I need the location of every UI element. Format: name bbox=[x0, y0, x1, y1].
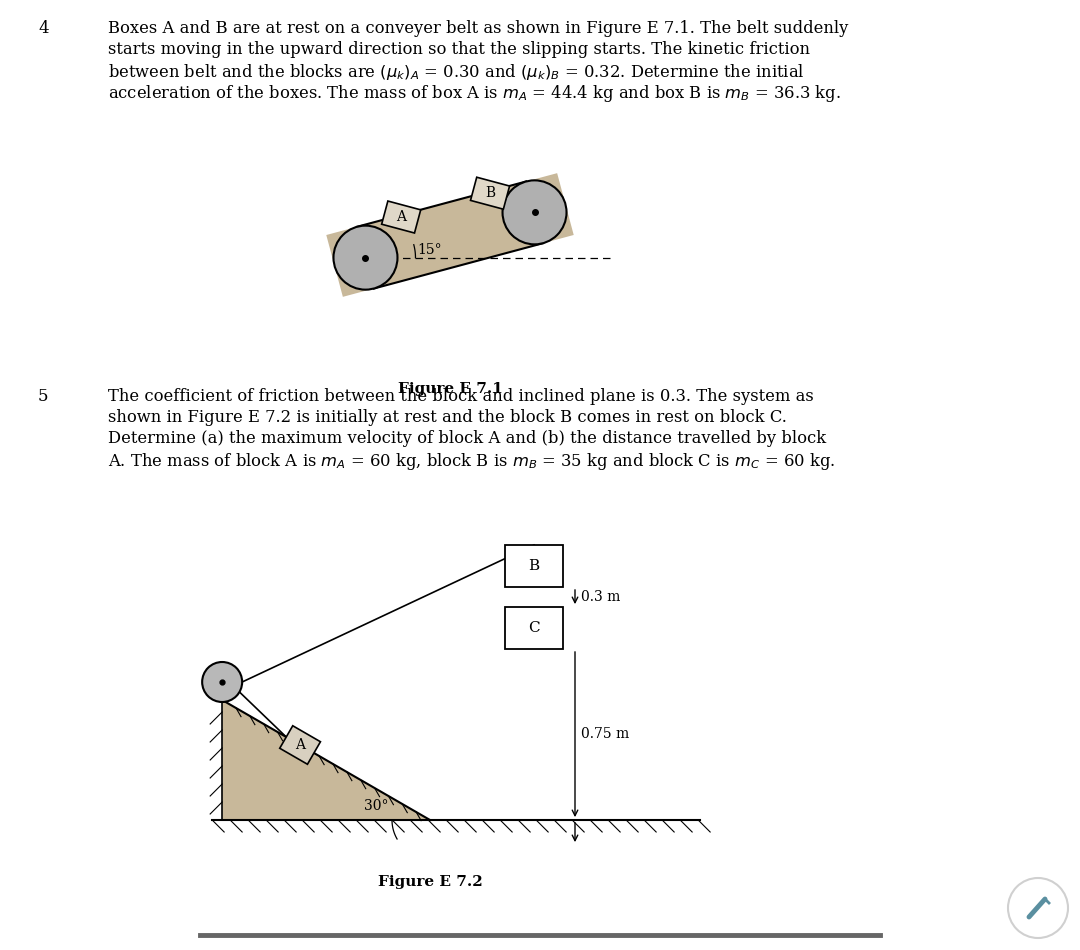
Polygon shape bbox=[326, 173, 573, 296]
Text: Figure E 7.2: Figure E 7.2 bbox=[378, 875, 483, 889]
Text: A: A bbox=[295, 738, 305, 752]
Text: A. The mass of block A is $m_A$ = 60 kg, block B is $m_B$ = 35 kg and block C is: A. The mass of block A is $m_A$ = 60 kg,… bbox=[108, 451, 835, 472]
Text: The coefficient of friction between the block and inclined plane is 0.3. The sys: The coefficient of friction between the … bbox=[108, 388, 813, 405]
Text: B: B bbox=[485, 186, 495, 200]
Text: Boxes A and B are at rest on a conveyer belt as shown in Figure E 7.1. The belt : Boxes A and B are at rest on a conveyer … bbox=[108, 20, 849, 37]
Bar bbox=[505, 545, 563, 587]
Text: shown in Figure E 7.2 is initially at rest and the block B comes in rest on bloc: shown in Figure E 7.2 is initially at re… bbox=[108, 409, 787, 426]
Text: C: C bbox=[528, 621, 540, 635]
Text: Determine (a) the maximum velocity of block A and (b) the distance travelled by : Determine (a) the maximum velocity of bl… bbox=[108, 430, 826, 447]
Circle shape bbox=[334, 226, 397, 290]
Text: 0.75 m: 0.75 m bbox=[581, 728, 630, 742]
Text: B: B bbox=[528, 559, 540, 573]
Polygon shape bbox=[381, 201, 421, 233]
Circle shape bbox=[1008, 878, 1068, 938]
Text: 5: 5 bbox=[38, 388, 49, 405]
Circle shape bbox=[502, 180, 567, 244]
Text: between belt and the blocks are $(\mu_k)_A$ = 0.30 and $(\mu_k)_B$ = 0.32. Deter: between belt and the blocks are $(\mu_k)… bbox=[108, 62, 805, 82]
Text: 0.3 m: 0.3 m bbox=[581, 590, 620, 604]
Text: acceleration of the boxes. The mass of box A is $m_A$ = 44.4 kg and box B is $m_: acceleration of the boxes. The mass of b… bbox=[108, 83, 841, 104]
Bar bbox=[505, 607, 563, 649]
Text: 4: 4 bbox=[38, 20, 49, 37]
Text: Figure E 7.1: Figure E 7.1 bbox=[397, 382, 502, 396]
Polygon shape bbox=[280, 726, 321, 764]
Polygon shape bbox=[471, 178, 510, 209]
Polygon shape bbox=[222, 700, 430, 820]
Circle shape bbox=[202, 662, 242, 702]
Text: starts moving in the upward direction so that the slipping starts. The kinetic f: starts moving in the upward direction so… bbox=[108, 41, 810, 58]
Text: A: A bbox=[396, 210, 406, 224]
Text: 15°: 15° bbox=[418, 242, 442, 256]
Text: 30°: 30° bbox=[364, 799, 389, 813]
